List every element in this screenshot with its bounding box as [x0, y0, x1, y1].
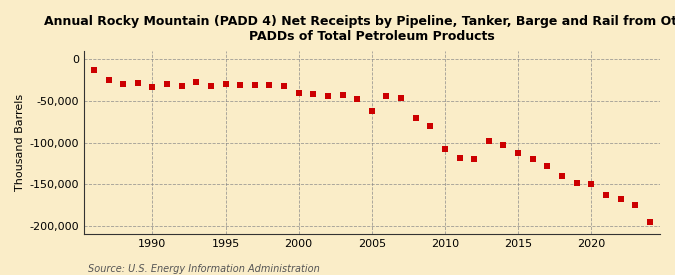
- Point: [601, 193, 612, 197]
- Point: [498, 143, 509, 147]
- Point: [176, 84, 187, 88]
- Point: [513, 151, 524, 156]
- Point: [264, 83, 275, 87]
- Point: [367, 109, 377, 113]
- Point: [410, 116, 421, 120]
- Point: [161, 81, 172, 86]
- Point: [454, 155, 465, 160]
- Point: [381, 94, 392, 98]
- Point: [147, 85, 158, 89]
- Point: [439, 147, 450, 152]
- Text: Source: U.S. Energy Information Administration: Source: U.S. Energy Information Administ…: [88, 264, 319, 274]
- Point: [425, 124, 436, 128]
- Point: [645, 219, 655, 224]
- Point: [88, 68, 99, 72]
- Point: [615, 197, 626, 201]
- Point: [117, 82, 128, 87]
- Point: [249, 83, 260, 87]
- Point: [352, 97, 362, 101]
- Point: [323, 94, 333, 98]
- Point: [571, 180, 582, 185]
- Point: [483, 139, 494, 143]
- Point: [205, 84, 216, 88]
- Point: [279, 84, 290, 88]
- Point: [469, 157, 480, 161]
- Point: [293, 90, 304, 95]
- Title: Annual Rocky Mountain (PADD 4) Net Receipts by Pipeline, Tanker, Barge and Rail : Annual Rocky Mountain (PADD 4) Net Recei…: [43, 15, 675, 43]
- Point: [191, 80, 202, 84]
- Point: [235, 83, 246, 87]
- Point: [103, 78, 114, 82]
- Point: [308, 92, 319, 97]
- Point: [132, 81, 143, 85]
- Point: [542, 164, 553, 168]
- Point: [630, 203, 641, 207]
- Point: [527, 157, 538, 161]
- Y-axis label: Thousand Barrels: Thousand Barrels: [15, 94, 25, 191]
- Point: [586, 182, 597, 186]
- Point: [557, 174, 568, 178]
- Point: [396, 95, 406, 100]
- Point: [220, 82, 231, 87]
- Point: [338, 93, 348, 97]
